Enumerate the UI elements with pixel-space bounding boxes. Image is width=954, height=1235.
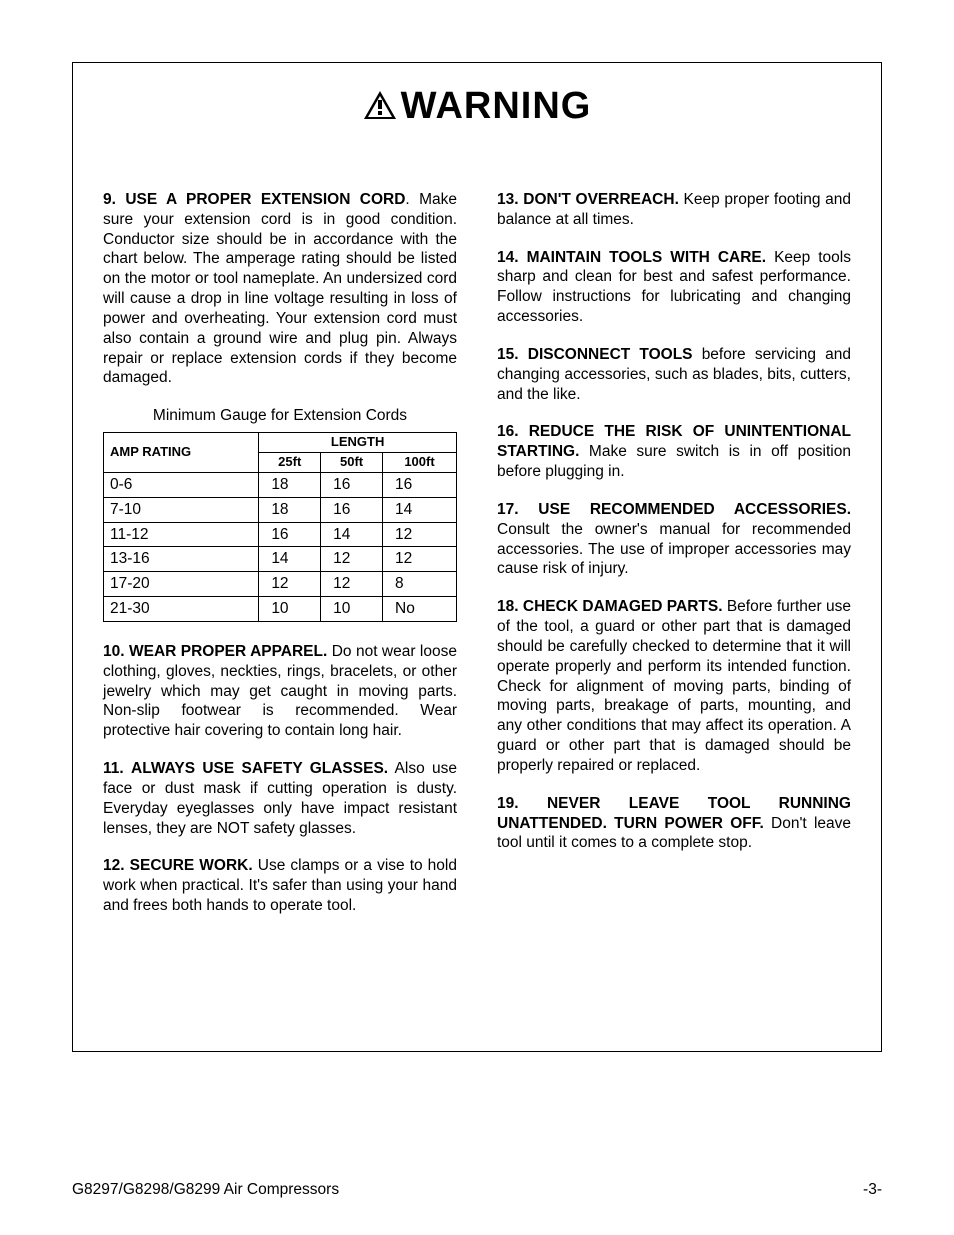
content-frame: WARNING 9. USE A PROPER EXTENSION CORD. … [72,62,882,1052]
item-lead: CHECK DAMAGED PARTS. [523,598,723,615]
item-text: Consult the owner's manual for recommend… [497,521,851,578]
item-number: 15. [497,346,519,363]
item-lead: DISCONNECT TOOLS [528,346,693,363]
cell: 12 [321,547,383,572]
item-18: 18. CHECK DAMAGED PARTS. Before further … [497,597,851,775]
item-lead: ALWAYS USE SAFETY GLASSES. [131,760,388,777]
item-text: . Make sure your extension cord is in go… [103,191,457,386]
cell: 11-12 [104,522,259,547]
warning-header: WARNING [103,85,851,130]
warning-title: WARNING [401,85,592,127]
table-header-row: AMP RATING LENGTH [104,433,457,453]
item-9: 9. USE A PROPER EXTENSION CORD. Make sur… [103,190,457,388]
item-number: 13. [497,191,519,208]
item-12: 12. SECURE WORK. Use clamps or a vise to… [103,856,457,915]
columns: 9. USE A PROPER EXTENSION CORD. Make sur… [103,190,851,934]
item-17: 17. USE RECOMMENDED ACCESSORIES. Consult… [497,500,851,579]
item-lead: MAINTAIN TOOLS WITH CARE. [527,249,767,266]
cell: 12 [383,522,457,547]
item-text: Before further use of the tool, a guard … [497,598,851,774]
footer-right: -3- [863,1181,882,1199]
item-19: 19. NEVER LEAVE TOOL RUNNING UNATTENDED.… [497,794,851,853]
col-amp: AMP RATING [104,433,259,473]
item-number: 16. [497,423,519,440]
item-lead: USE RECOMMENDED ACCESSORIES. [538,501,851,518]
table-row: 17-2012128 [104,572,457,597]
item-lead: WEAR PROPER APPAREL. [129,643,327,660]
cell: 14 [259,547,321,572]
col-length: LENGTH [259,433,457,453]
table-row: 11-12161412 [104,522,457,547]
warning-triangle-icon [363,87,397,130]
item-number: 19. [497,795,519,812]
item-13: 13. DON'T OVERREACH. Keep proper footing… [497,190,851,230]
gauge-table: AMP RATING LENGTH 25ft 50ft 100ft 0-6181… [103,432,457,622]
cell: 14 [383,497,457,522]
page-footer: G8297/G8298/G8299 Air Compressors -3- [72,1181,882,1199]
table-row: 0-6181616 [104,472,457,497]
item-number: 17. [497,501,519,518]
cell: No [383,597,457,622]
cell: 7-10 [104,497,259,522]
cell: 16 [383,472,457,497]
item-15: 15. DISCONNECT TOOLS before servicing an… [497,345,851,404]
cell: 18 [259,472,321,497]
right-column: 13. DON'T OVERREACH. Keep proper footing… [497,190,851,934]
item-14: 14. MAINTAIN TOOLS WITH CARE. Keep tools… [497,248,851,327]
cell: 10 [259,597,321,622]
cell: 17-20 [104,572,259,597]
cell: 16 [259,522,321,547]
footer-left: G8297/G8298/G8299 Air Compressors [72,1181,339,1199]
item-number: 10. [103,643,125,660]
cell: 8 [383,572,457,597]
col-50: 50ft [321,453,383,473]
item-10: 10. WEAR PROPER APPAREL. Do not wear loo… [103,642,457,741]
table-row: 21-301010No [104,597,457,622]
item-16: 16. REDUCE THE RISK OF UNINTENTIONAL STA… [497,422,851,481]
table-row: 7-10181614 [104,497,457,522]
col-25: 25ft [259,453,321,473]
cell: 21-30 [104,597,259,622]
item-number: 12. [103,857,125,874]
cell: 14 [321,522,383,547]
cell: 0-6 [104,472,259,497]
item-number: 11. [103,760,124,777]
table-row: 13-16141212 [104,547,457,572]
item-number: 18. [497,598,519,615]
col-100: 100ft [383,453,457,473]
cell: 18 [259,497,321,522]
cell: 13-16 [104,547,259,572]
cell: 10 [321,597,383,622]
item-lead: SECURE WORK. [130,857,253,874]
cell: 12 [321,572,383,597]
item-number: 14. [497,249,519,266]
item-number: 9. [103,191,116,208]
item-11: 11. ALWAYS USE SAFETY GLASSES. Also use … [103,759,457,838]
cell: 16 [321,497,383,522]
left-column: 9. USE A PROPER EXTENSION CORD. Make sur… [103,190,457,934]
cell: 12 [383,547,457,572]
table-title: Minimum Gauge for Extension Cords [103,406,457,426]
item-lead: USE A PROPER EXTENSION CORD [125,191,405,208]
item-lead: DON'T OVERREACH. [523,191,679,208]
cell: 12 [259,572,321,597]
cell: 16 [321,472,383,497]
